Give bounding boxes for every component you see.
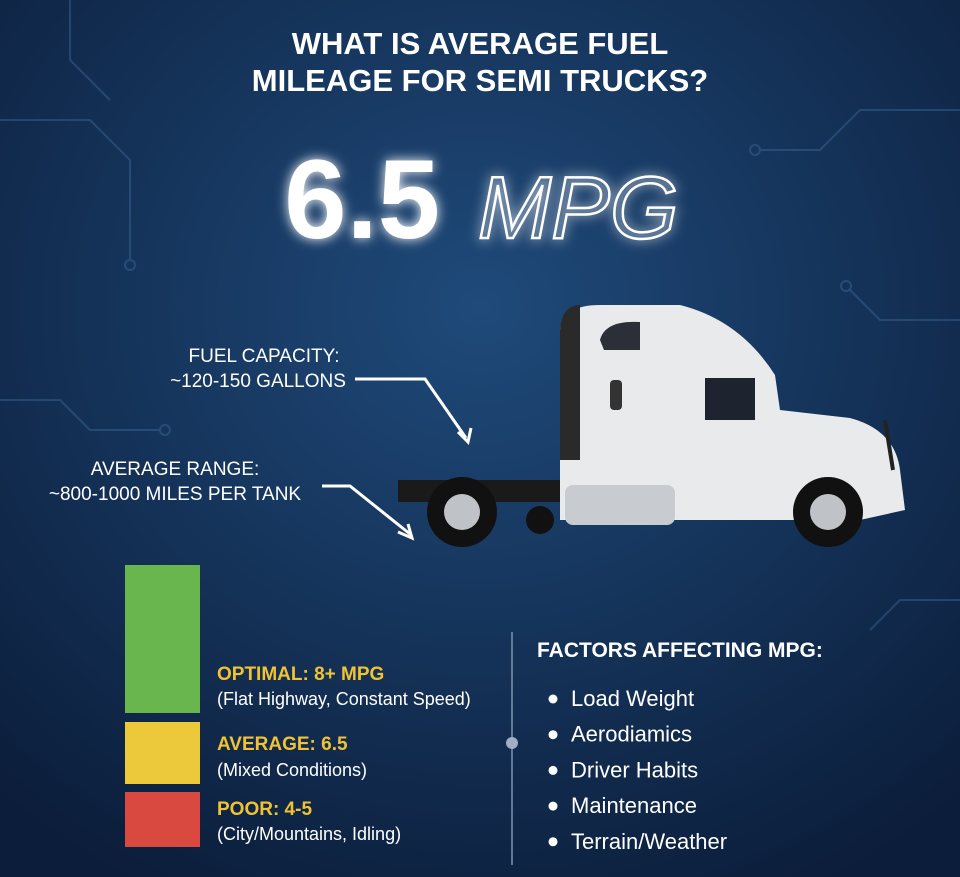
rating-label: OPTIMAL: 8+ MPG	[217, 664, 384, 685]
truck	[398, 305, 905, 547]
headline-unit: MPG	[478, 158, 678, 257]
rating-detail: (Mixed Conditions)	[217, 760, 367, 780]
bullet	[548, 801, 558, 811]
rating-detail: (Flat Highway, Constant Speed)	[217, 689, 471, 709]
rating-block	[125, 792, 200, 847]
factors-title: FACTORS AFFECTING MPG:	[537, 639, 823, 662]
factors-list: Load Weight Aerodiamics Driver Habits Maint…	[548, 686, 727, 854]
circuit-lines	[0, 0, 960, 631]
headline-value: 6.5	[284, 137, 440, 262]
callout-detail: ~800-1000 MILES PER TANK	[49, 484, 302, 505]
divider-dot	[506, 737, 518, 749]
callout-detail: ~120-150 GALLONS	[170, 371, 346, 392]
rating-scale: OPTIMAL: 8+ MPG (Flat Highway, Constant S…	[125, 565, 471, 847]
rating-detail: (City/Mountains, Idling)	[217, 824, 401, 844]
title-line: WHAT IS AVERAGE FUEL	[292, 26, 669, 61]
factor-item: Aerodiamics	[571, 722, 692, 747]
callout-arrows	[322, 377, 473, 541]
factor-item: Maintenance	[571, 793, 697, 818]
bullet	[548, 837, 558, 847]
rating-label: AVERAGE: 6.5	[217, 734, 348, 755]
factor-item: Driver Habits	[571, 757, 698, 782]
bullet	[548, 765, 558, 775]
title-line: MILEAGE FOR SEMI TRUCKS?	[252, 63, 708, 98]
rating-label: POOR: 4-5	[217, 799, 312, 820]
rating-block	[125, 565, 200, 713]
callout-label: FUEL CAPACITY:	[189, 346, 340, 367]
bullet	[548, 694, 558, 704]
bullet	[548, 730, 558, 740]
factor-item: Terrain/Weather	[571, 829, 727, 854]
rating-block	[125, 722, 200, 784]
callout-label: AVERAGE RANGE:	[91, 459, 260, 480]
factor-item: Load Weight	[571, 686, 694, 711]
